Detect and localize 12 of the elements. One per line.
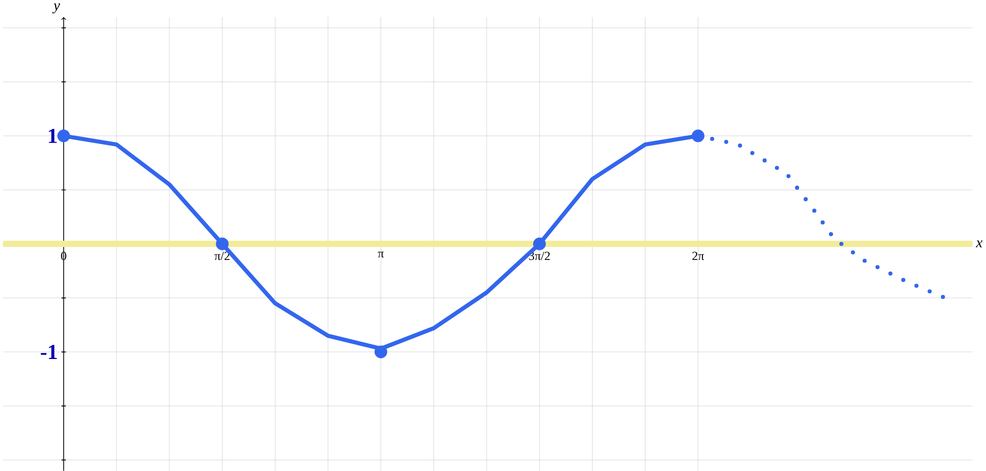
x-tick-label: π [378, 252, 384, 258]
point [57, 129, 70, 142]
y-axis-title: y [52, 3, 60, 14]
x-axis-title: x [976, 240, 982, 248]
x-tick-label: 2π [692, 252, 704, 260]
point [374, 345, 388, 358]
point [533, 237, 546, 250]
x-tick-label: 3π/2 [529, 252, 550, 260]
y-tick-label: 1 [48, 128, 57, 143]
y-tick-label: -1 [40, 344, 57, 359]
point [216, 237, 229, 250]
point [692, 129, 704, 142]
